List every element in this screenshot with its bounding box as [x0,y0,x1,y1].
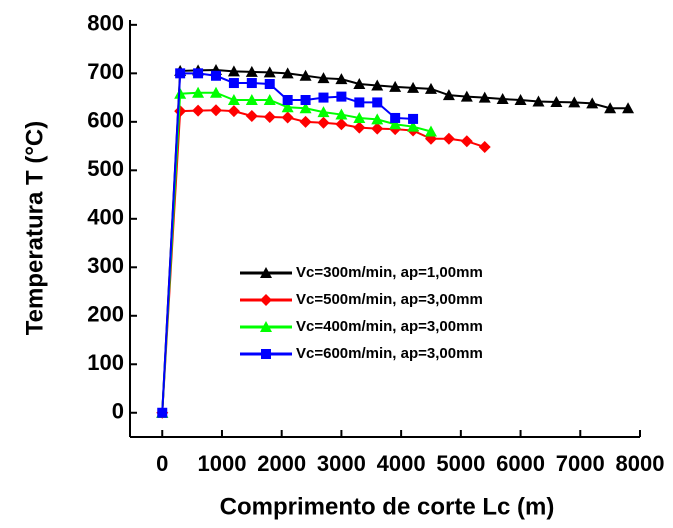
x-axis-title: Comprimento de corte Lc (m) [220,493,555,520]
marker [335,118,348,131]
marker [372,97,383,108]
marker [299,69,312,81]
marker [407,120,420,132]
marker [281,101,294,113]
marker [246,78,257,89]
marker [532,95,545,107]
marker [227,94,240,106]
marker [157,407,168,418]
x-tick-label: 6000 [496,451,545,476]
marker [335,73,348,85]
marker [622,102,635,114]
marker [193,68,204,79]
marker [353,78,366,90]
y-axis-title: Temperatura T (°C) [21,121,48,336]
y-tick-label: 800 [87,11,124,36]
marker [317,106,330,118]
marker [460,135,473,148]
y-tick-label: 600 [87,108,124,133]
marker [174,87,187,99]
marker [478,141,491,154]
marker [586,97,599,109]
marker [354,97,365,108]
marker [317,72,330,84]
y-tick-label: 700 [87,59,124,84]
marker [299,102,312,114]
y-tick-label: 300 [87,253,124,278]
marker [227,105,240,118]
y-tick-label: 500 [87,156,124,181]
series-line [161,109,486,413]
marker [263,110,276,123]
marker [281,67,294,79]
marker [389,118,402,130]
marker [408,113,419,124]
marker [424,125,437,137]
marker [318,92,329,103]
marker [336,91,347,102]
x-tick-label: 3000 [317,451,366,476]
x-tick-label: 2000 [257,451,306,476]
marker [389,80,402,92]
marker [263,66,276,78]
marker [192,86,205,98]
marker [604,102,617,114]
legend-text: Vc=500m/min, ap=3,00mm [296,291,483,308]
marker [245,94,258,106]
marker [299,115,312,128]
marker [550,95,563,107]
marker [353,121,366,134]
marker [317,116,330,129]
marker [300,95,311,106]
y-tick-label: 100 [87,350,124,375]
legend-marker [260,294,272,306]
marker [263,94,276,106]
marker [353,111,366,123]
marker [460,90,473,102]
legend-text: Vc=600m/min, ap=3,00mm [296,345,483,362]
marker [442,132,455,145]
x-tick-label: 1000 [197,451,246,476]
legend-text: Vc=400m/min, ap=3,00mm [296,318,483,335]
marker [496,93,509,105]
marker [175,68,186,79]
marker [227,65,240,77]
marker [245,65,258,77]
marker [335,108,348,120]
x-tick-label: 7000 [556,451,605,476]
x-tick-label: 0 [156,451,168,476]
y-tick-label: 200 [87,302,124,327]
marker [568,96,581,108]
marker [210,70,221,81]
x-tick-label: 8000 [616,451,665,476]
legend-marker [260,267,272,278]
legend-marker [260,321,272,332]
marker [209,104,222,117]
y-tick-label: 400 [87,205,124,230]
marker [228,78,239,89]
marker [424,82,437,94]
marker [281,111,294,124]
marker [407,81,420,93]
x-tick-label: 5000 [436,451,485,476]
marker [192,104,205,117]
marker [390,112,401,123]
x-tick-label: 4000 [377,451,426,476]
marker [282,95,293,106]
marker [371,122,384,135]
legend-text: Vc=300m/min, ap=1,00mm [296,264,483,281]
marker [371,113,384,125]
series-line [161,91,432,413]
marker [371,79,384,91]
marker [209,86,222,98]
marker [514,94,527,106]
legend-marker [261,349,271,359]
marker [245,110,258,123]
marker [264,79,275,90]
marker [442,89,455,101]
y-tick-label: 0 [112,399,124,424]
marker [478,91,491,103]
